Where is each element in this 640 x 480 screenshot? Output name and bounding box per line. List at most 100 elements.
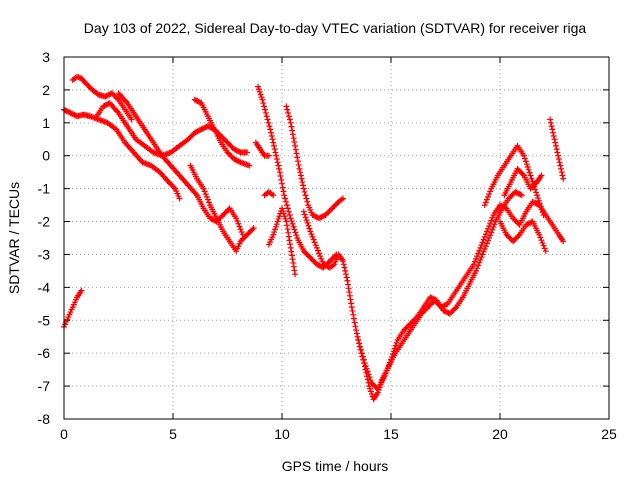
data-point <box>204 196 211 203</box>
data-point <box>514 165 521 172</box>
data-point <box>285 113 292 120</box>
series-trace-q <box>501 165 545 199</box>
data-point <box>510 238 517 245</box>
y-tick-label: 1 <box>42 115 50 131</box>
data-point <box>62 107 69 114</box>
data-point <box>66 109 73 116</box>
data-point <box>539 209 546 216</box>
data-point <box>560 175 567 182</box>
data-point <box>491 221 498 228</box>
data-point <box>283 198 290 205</box>
y-tick-label: -7 <box>38 378 51 394</box>
data-point <box>539 239 546 246</box>
data-point <box>225 206 232 213</box>
data-point <box>276 169 283 176</box>
data-point <box>473 267 480 274</box>
data-point <box>355 337 362 344</box>
data-point <box>286 211 293 218</box>
data-point <box>237 226 244 233</box>
data-point <box>361 360 368 367</box>
data-point <box>189 132 196 139</box>
data-point <box>108 90 115 97</box>
data-point <box>353 330 360 337</box>
data-point <box>279 180 285 187</box>
y-tick-label: 0 <box>42 148 50 164</box>
series-trace-a <box>61 287 85 330</box>
data-point <box>70 111 77 118</box>
series-trace-b <box>69 73 135 123</box>
data-point <box>279 184 286 191</box>
data-point <box>267 126 274 133</box>
y-axis-label: SDTVAR / TECUs <box>6 182 22 294</box>
data-point <box>344 277 351 284</box>
data-point <box>485 237 492 244</box>
y-tick-label: -4 <box>38 279 51 295</box>
data-point <box>284 205 291 212</box>
data-point <box>340 195 347 202</box>
data-point <box>538 172 545 179</box>
data-point <box>333 201 340 208</box>
data-point <box>271 146 278 153</box>
data-point <box>403 324 410 331</box>
data-point <box>369 381 376 388</box>
data-point <box>195 127 202 134</box>
data-point <box>270 231 277 238</box>
data-point <box>244 231 251 238</box>
data-point <box>257 91 264 98</box>
data-point <box>268 132 275 139</box>
data-point <box>298 175 305 182</box>
data-point <box>356 340 363 347</box>
data-point <box>450 306 457 313</box>
data-point <box>227 152 234 159</box>
data-point <box>557 162 564 169</box>
data-point <box>410 317 417 324</box>
x-tick-label: 20 <box>492 426 508 442</box>
x-tick-label: 10 <box>274 426 290 442</box>
data-point <box>535 197 542 204</box>
data-point <box>329 205 336 212</box>
data-point <box>287 244 294 251</box>
data-point <box>480 248 487 255</box>
data-point <box>193 97 200 104</box>
data-point <box>308 256 315 263</box>
data-point <box>237 238 244 245</box>
x-axis-label: GPS time / hours <box>282 458 389 474</box>
data-point <box>287 241 294 248</box>
data-point <box>326 258 333 265</box>
data-point <box>531 199 538 206</box>
data-point <box>317 253 324 260</box>
data-point <box>432 296 439 303</box>
series-trace-n <box>355 188 525 393</box>
data-point <box>368 390 375 397</box>
data-point <box>304 252 311 259</box>
data-point <box>507 194 514 201</box>
data-point <box>94 90 101 97</box>
data-point <box>288 252 295 259</box>
data-point <box>550 129 557 136</box>
data-point <box>366 374 373 381</box>
data-point <box>323 210 330 217</box>
data-point <box>497 202 503 209</box>
data-point <box>386 359 393 366</box>
data-point <box>368 379 375 386</box>
data-point <box>443 301 450 308</box>
data-point <box>258 94 265 101</box>
data-point <box>518 169 525 176</box>
data-point <box>340 258 347 265</box>
data-point <box>296 165 303 172</box>
data-point <box>197 127 204 134</box>
data-point <box>478 254 485 261</box>
data-point <box>441 308 448 315</box>
data-point <box>524 221 531 228</box>
data-point <box>202 191 209 198</box>
data-point <box>487 188 494 195</box>
data-point <box>245 230 252 237</box>
data-point <box>260 100 267 107</box>
series-trace-l <box>283 103 347 222</box>
data-point <box>194 98 201 105</box>
data-point <box>234 148 241 155</box>
data-point <box>359 353 366 360</box>
x-tick-label: 0 <box>60 426 68 442</box>
data-point <box>470 261 477 268</box>
